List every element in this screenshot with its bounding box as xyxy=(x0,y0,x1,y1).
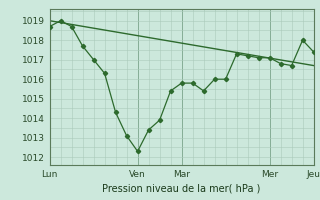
X-axis label: Pression niveau de la mer( hPa ): Pression niveau de la mer( hPa ) xyxy=(102,183,261,193)
